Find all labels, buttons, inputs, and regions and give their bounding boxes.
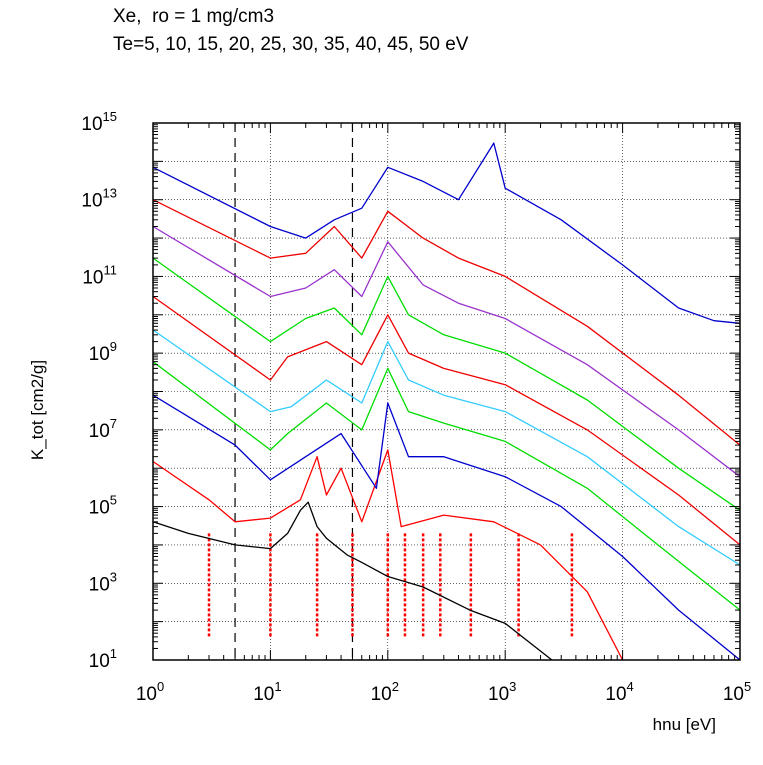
y-tick-label: 1011 — [82, 262, 117, 288]
y-axis-label: K_tot [cm2/g] — [28, 360, 47, 460]
x-tick-label: 101 — [253, 679, 281, 705]
x-tick-label: 103 — [488, 679, 516, 705]
x-tick-label: 100 — [136, 679, 164, 705]
y-tick-label: 109 — [89, 339, 117, 365]
y-tick-label: 1013 — [81, 186, 117, 212]
x-axis-label: hnu [eV] — [653, 715, 716, 734]
series-layer — [152, 142, 741, 661]
series-line-9 — [152, 199, 741, 446]
y-tick-label: 101 — [89, 646, 117, 672]
y-tick-label: 103 — [89, 569, 117, 595]
series-line-10 — [152, 142, 741, 324]
series-line-3 — [152, 394, 741, 661]
series-line-7 — [152, 257, 741, 511]
x-tick-label: 102 — [371, 679, 399, 705]
series-line-5 — [152, 329, 741, 566]
y-tick-label: 1015 — [81, 109, 117, 135]
tick-labels: 100 101 102 103 104 105 101 103 105 107 109 1011 101… — [81, 109, 751, 705]
x-tick-label: 104 — [605, 679, 633, 705]
series-line-8 — [152, 225, 741, 478]
reference-lines — [207, 123, 574, 660]
chart-title-line-1: Xe, ro = 1 mg/cm3 — [113, 6, 275, 27]
y-tick-label: 107 — [89, 416, 117, 442]
x-tick-label: 105 — [723, 679, 751, 705]
series-line-4 — [152, 361, 741, 611]
series-line-1 — [152, 501, 553, 661]
axes-frame — [152, 122, 741, 661]
chart-title-line-2: Te=5, 10, 15, 20, 25, 30, 35, 40, 45, 50… — [113, 34, 469, 55]
series-line-2 — [152, 449, 624, 661]
y-tick-label: 105 — [89, 493, 117, 519]
series-line-6 — [152, 295, 741, 546]
